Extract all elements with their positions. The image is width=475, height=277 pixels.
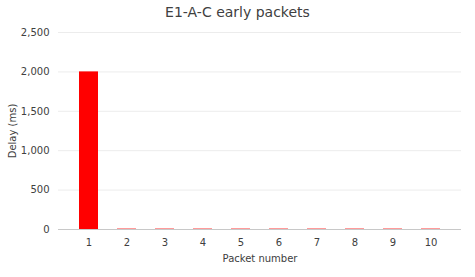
svg-text:Delay (ms): Delay (ms) [7,104,18,159]
svg-text:1,500: 1,500 [21,106,50,117]
svg-text:6: 6 [276,237,282,248]
svg-text:7: 7 [314,237,320,248]
svg-text:2,500: 2,500 [21,27,50,38]
svg-text:4: 4 [200,237,206,248]
svg-text:2,000: 2,000 [21,66,50,77]
html-text:E1-A-C early packets: E1-A-C early packets [165,4,310,20]
svg-text:10: 10 [425,237,438,248]
svg-text:2: 2 [124,237,130,248]
svg-text:9: 9 [390,237,396,248]
svg-text:500: 500 [30,184,49,195]
svg-text:1,000: 1,000 [21,145,50,156]
svg-text:8: 8 [352,237,358,248]
svg-text:0: 0 [43,224,49,235]
svg-text:Packet number: Packet number [223,253,299,264]
svg-text:3: 3 [162,237,168,248]
svg-text:1: 1 [86,237,92,248]
svg-text:5: 5 [238,237,244,248]
